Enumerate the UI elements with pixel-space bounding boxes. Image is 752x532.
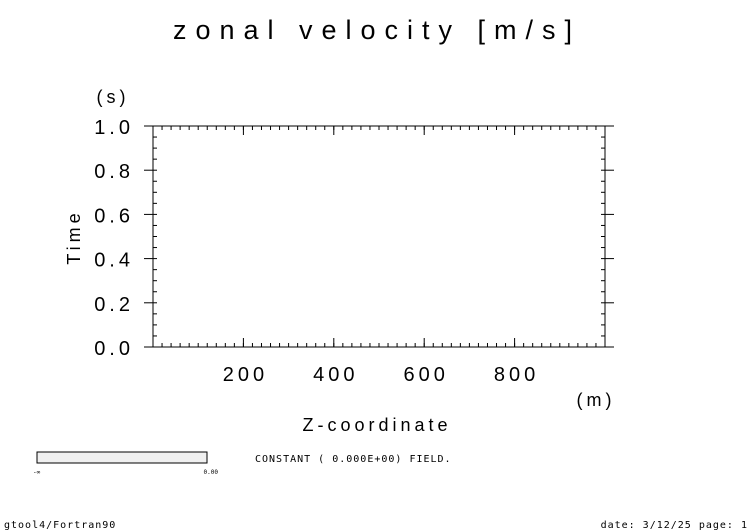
colorbar — [36, 451, 208, 464]
y-tick-label: 0.2 — [94, 294, 134, 316]
footer-right: date: 3/12/25 page: 1 — [601, 520, 748, 531]
colorbar-min-label: -∞ — [33, 469, 41, 476]
footer-left: gtool4/Fortran90 — [4, 520, 116, 531]
x-tick-label: 600 — [404, 364, 449, 386]
y-tick-label: 0.8 — [94, 161, 134, 183]
y-axis-label: Time — [64, 209, 84, 264]
y-tick-label: 0.6 — [94, 205, 134, 227]
y-axis-unit: (s) — [97, 87, 130, 107]
chart-title: zonal velocity [m/s] — [173, 15, 581, 45]
field-message: CONSTANT ( 0.000E+00) FIELD. — [255, 454, 452, 465]
colorbar-max-label: 0.00 — [204, 469, 219, 476]
y-tick-label: 1.0 — [94, 117, 134, 139]
x-axis-label: Z-coordinate — [302, 415, 451, 435]
plot-border — [152, 125, 606, 348]
y-tick-label: 0.0 — [94, 338, 134, 360]
y-tick-label: 0.4 — [94, 250, 134, 272]
plot-frame: 200 400 600 800 0.0 0.2 0.4 0.6 0.8 1.0 — [94, 117, 614, 386]
x-tick-label: 400 — [313, 364, 358, 386]
x-axis-unit: (m) — [577, 390, 616, 410]
x-tick-label: 200 — [223, 364, 268, 386]
x-tick-label: 800 — [494, 364, 539, 386]
